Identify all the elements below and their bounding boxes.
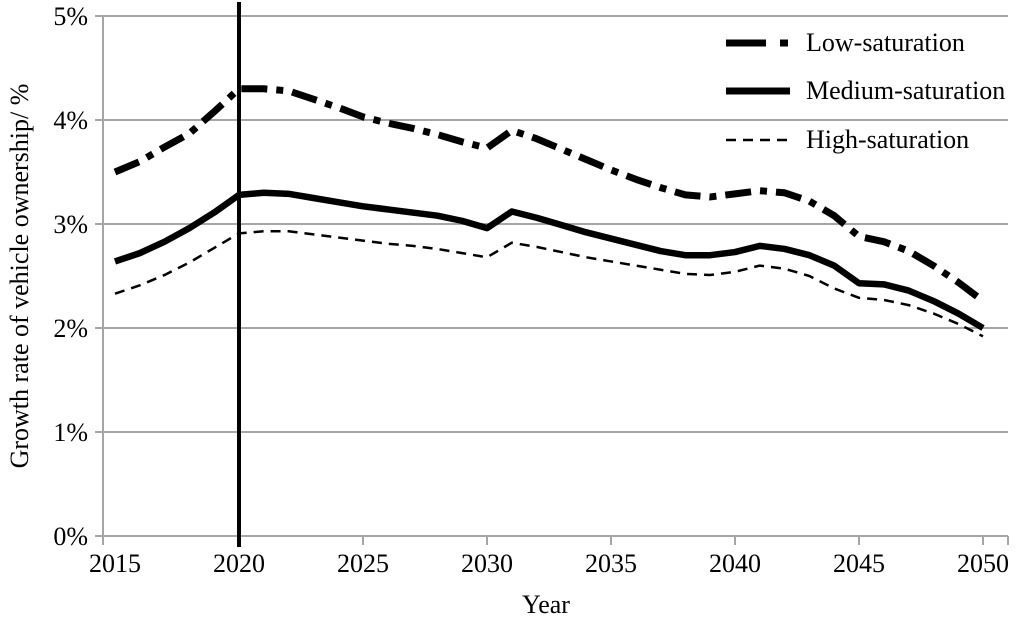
high-saturation-line-sample-icon [726,138,794,142]
x-tick-label: 2030 [461,549,513,578]
legend-item-medium-saturation: Medium-saturation [726,76,1006,105]
x-tick-label: 2050 [957,549,1009,578]
series-line-medium-saturation [113,189,985,331]
y-tick-label: 5% [53,2,88,31]
legend-label-high-saturation: High-saturation [806,125,970,154]
x-tick-label: 2035 [585,549,637,578]
legend-item-low-saturation: Low-saturation [726,28,965,57]
series-line-low-saturation [113,85,986,304]
x-tick-label: 2020 [213,549,265,578]
x-tick-label: 2045 [833,549,885,578]
x-tick-label: 2025 [337,549,389,578]
legend-label-medium-saturation: Medium-saturation [806,76,1006,105]
y-tick-label: 0% [53,522,88,551]
y-tick-label: 3% [53,210,88,239]
legend-label-low-saturation: Low-saturation [806,28,965,57]
x-axis-title: Year [522,590,570,619]
legend-item-high-saturation: High-saturation [726,125,970,154]
y-tick-label: 1% [53,418,88,447]
medium-saturation-line-sample-icon [726,87,790,95]
y-tick-label: 2% [53,314,88,343]
y-axis-title: Growth rate of vehicle ownership/ % [5,83,34,469]
x-tick-label: 2015 [89,549,141,578]
y-tick-label: 4% [53,106,88,135]
series-line-high-saturation [114,230,984,338]
x-tick-label: 2040 [709,549,761,578]
low-saturation-line-sample-icon [726,39,796,47]
